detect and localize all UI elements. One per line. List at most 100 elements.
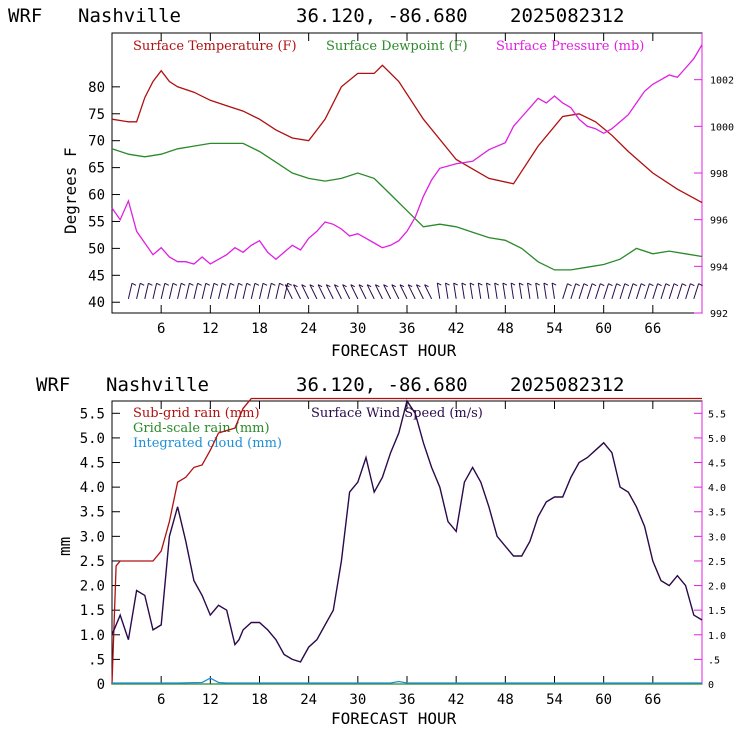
wind-barb-flag (591, 283, 597, 287)
wind-barb (242, 283, 248, 299)
legend-dewpoint: Surface Dewpoint (F) (326, 39, 468, 54)
y-tick-label: 70 (88, 134, 105, 150)
wind-barb-flag (350, 284, 356, 288)
wind-barb (627, 283, 634, 299)
y-tick-label: 65 (88, 161, 105, 177)
wind-barb-flag (551, 282, 557, 286)
y2-tick-label: 992 (710, 309, 728, 320)
wind-barb (267, 283, 272, 299)
y2-tick-label: 3.0 (708, 532, 726, 543)
wind-barb-flag (600, 283, 605, 287)
wind-barb-flag (383, 284, 388, 288)
wind-barb-flag (326, 284, 331, 288)
wind-barb-flag (527, 282, 532, 286)
y-tick-label: 40 (88, 295, 105, 311)
wind-barb (445, 283, 449, 299)
wind-barb (611, 283, 618, 299)
wind-barb-flag (164, 282, 170, 286)
y-tick-label: 1.0 (80, 628, 105, 644)
y-tick-label: 45 (88, 268, 105, 284)
wind-barb (527, 283, 531, 299)
temperature-line (111, 64, 703, 204)
x-tick-label: 60 (595, 321, 612, 337)
y-tick-label: 3.5 (80, 505, 105, 521)
x-tick-label: 66 (644, 321, 661, 337)
title-station: Nashville (78, 5, 181, 27)
y2-tick-label: 996 (710, 216, 728, 227)
wind-barb (391, 284, 400, 300)
bottom-ylabel: mm (55, 537, 74, 556)
y2-tick-label: 1000 (710, 122, 734, 133)
wind-barb-flag (575, 283, 580, 287)
y-tick-label: 5.0 (80, 431, 105, 447)
wind-barb (383, 284, 392, 300)
wind-barb-flag (543, 282, 549, 286)
title-model: WRF (36, 374, 70, 396)
wind-barb (350, 284, 359, 300)
wind-barb (619, 283, 626, 299)
wind-barb-flag (681, 283, 687, 287)
y-tick-label: 75 (88, 107, 105, 123)
wind-barb (301, 284, 310, 300)
y2-tick-label: .5 (708, 655, 720, 666)
x-tick-label: 48 (497, 692, 514, 708)
bottom-y-ticks: 0 .5 1.0 1.5 2.0 2.5 3.0 3.5 4.0 4.5 5.0 5.5 (80, 406, 120, 693)
wind-barb (502, 283, 506, 299)
wind-barb (570, 283, 577, 299)
wind-barb-flag (640, 283, 646, 287)
wind-barb (668, 283, 675, 299)
wind-barb (399, 284, 408, 300)
wind-barb (358, 284, 367, 300)
x-tick-label: 48 (497, 321, 514, 337)
wind-barb-flag (424, 284, 429, 288)
wind-barb (366, 284, 375, 300)
wind-barb-flag (649, 283, 654, 287)
legend-subgrid-rain: Sub-grid rain (mm) (133, 406, 260, 421)
wind-barb (136, 283, 141, 299)
wind-barb-flag (180, 282, 186, 286)
x-tick-label: 54 (546, 692, 563, 708)
wind-barb-flag (453, 282, 458, 286)
wind-barb-flag (657, 283, 662, 287)
top-plot-frame (111, 32, 703, 314)
wind-barb-flag (391, 284, 397, 288)
integrated-cloud-line (112, 677, 702, 684)
wind-barb-flag (221, 282, 227, 286)
wind-barb-flag (197, 282, 202, 286)
wind-barb (453, 283, 457, 299)
wind-barb (177, 283, 182, 299)
wind-barb (185, 283, 190, 299)
pressure-line (111, 44, 703, 265)
wind-barb (644, 283, 650, 299)
wind-barb (152, 283, 158, 299)
wind-barb-flag (334, 284, 339, 288)
wind-barb (293, 284, 301, 300)
y2-tick-label: 4.5 (708, 459, 726, 470)
x-tick-label: 66 (644, 692, 661, 708)
wind-barb (275, 283, 280, 299)
y2-tick-label: 1002 (710, 76, 734, 87)
top-ylabel: Degrees F (61, 147, 80, 234)
wind-barb-flag (205, 282, 211, 286)
legend-temperature: Surface Temperature (F) (133, 39, 297, 54)
wind-barb-flag (502, 282, 508, 286)
wind-barb-flag (317, 284, 323, 288)
wind-barb (424, 284, 433, 300)
wind-barb (144, 283, 149, 299)
wind-barb-flag (246, 282, 251, 286)
wind-barb-flag (262, 282, 268, 286)
wind-barb-flag (632, 283, 638, 287)
y-tick-label: 60 (88, 188, 105, 204)
wind-barb-flag (293, 284, 298, 288)
wind-barb-flag (342, 284, 347, 288)
wind-barb (685, 283, 691, 299)
x-tick-label: 54 (546, 321, 563, 337)
wind-barb-flag (230, 282, 235, 286)
y2-tick-label: 1.5 (708, 606, 726, 617)
wind-barb (259, 283, 264, 299)
wind-barb (676, 283, 683, 299)
y2-tick-label: 0 (708, 680, 714, 691)
wind-barb (477, 283, 482, 299)
y-tick-label: 0 (97, 677, 105, 693)
wind-barb-flag (358, 284, 364, 288)
